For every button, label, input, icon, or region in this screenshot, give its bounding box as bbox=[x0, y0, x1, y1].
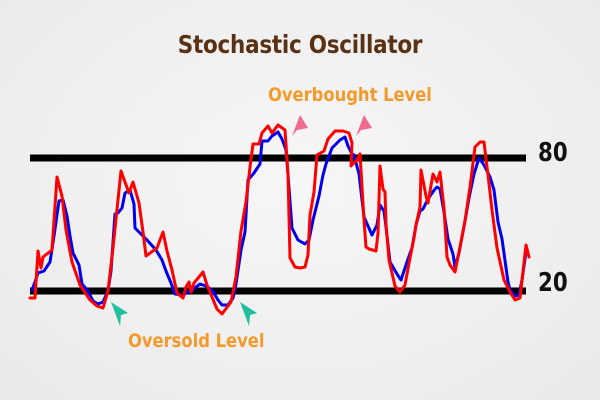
oversold-level-label: Oversold Level bbox=[128, 330, 265, 352]
level-80-label: 80 bbox=[538, 138, 568, 168]
oversold-arrow-icon bbox=[111, 302, 128, 326]
level-20-label: 20 bbox=[538, 268, 568, 298]
overbought-arrow-icon bbox=[292, 115, 308, 136]
overbought-level-label: Overbought Level bbox=[268, 84, 432, 106]
oversold-arrow-icon bbox=[240, 302, 257, 326]
chart-title: Stochastic Oscillator bbox=[177, 30, 423, 59]
overbought-arrow-icon bbox=[356, 115, 372, 136]
k-line-series bbox=[28, 123, 531, 316]
